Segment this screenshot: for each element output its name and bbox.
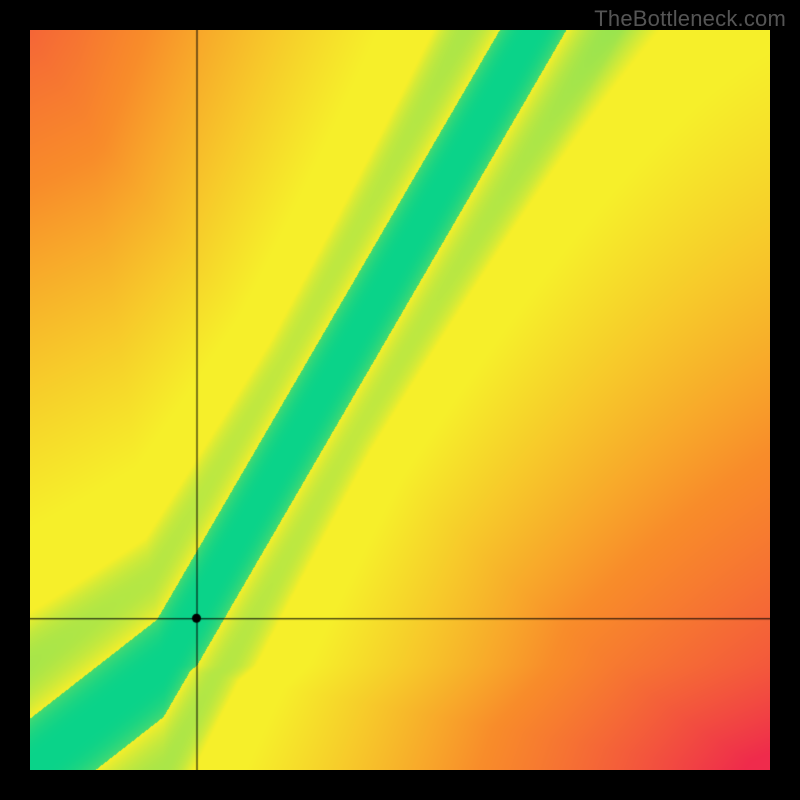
bottleneck-heatmap bbox=[30, 30, 770, 770]
watermark-text: TheBottleneck.com bbox=[594, 6, 786, 32]
crosshair-overlay bbox=[30, 30, 770, 770]
